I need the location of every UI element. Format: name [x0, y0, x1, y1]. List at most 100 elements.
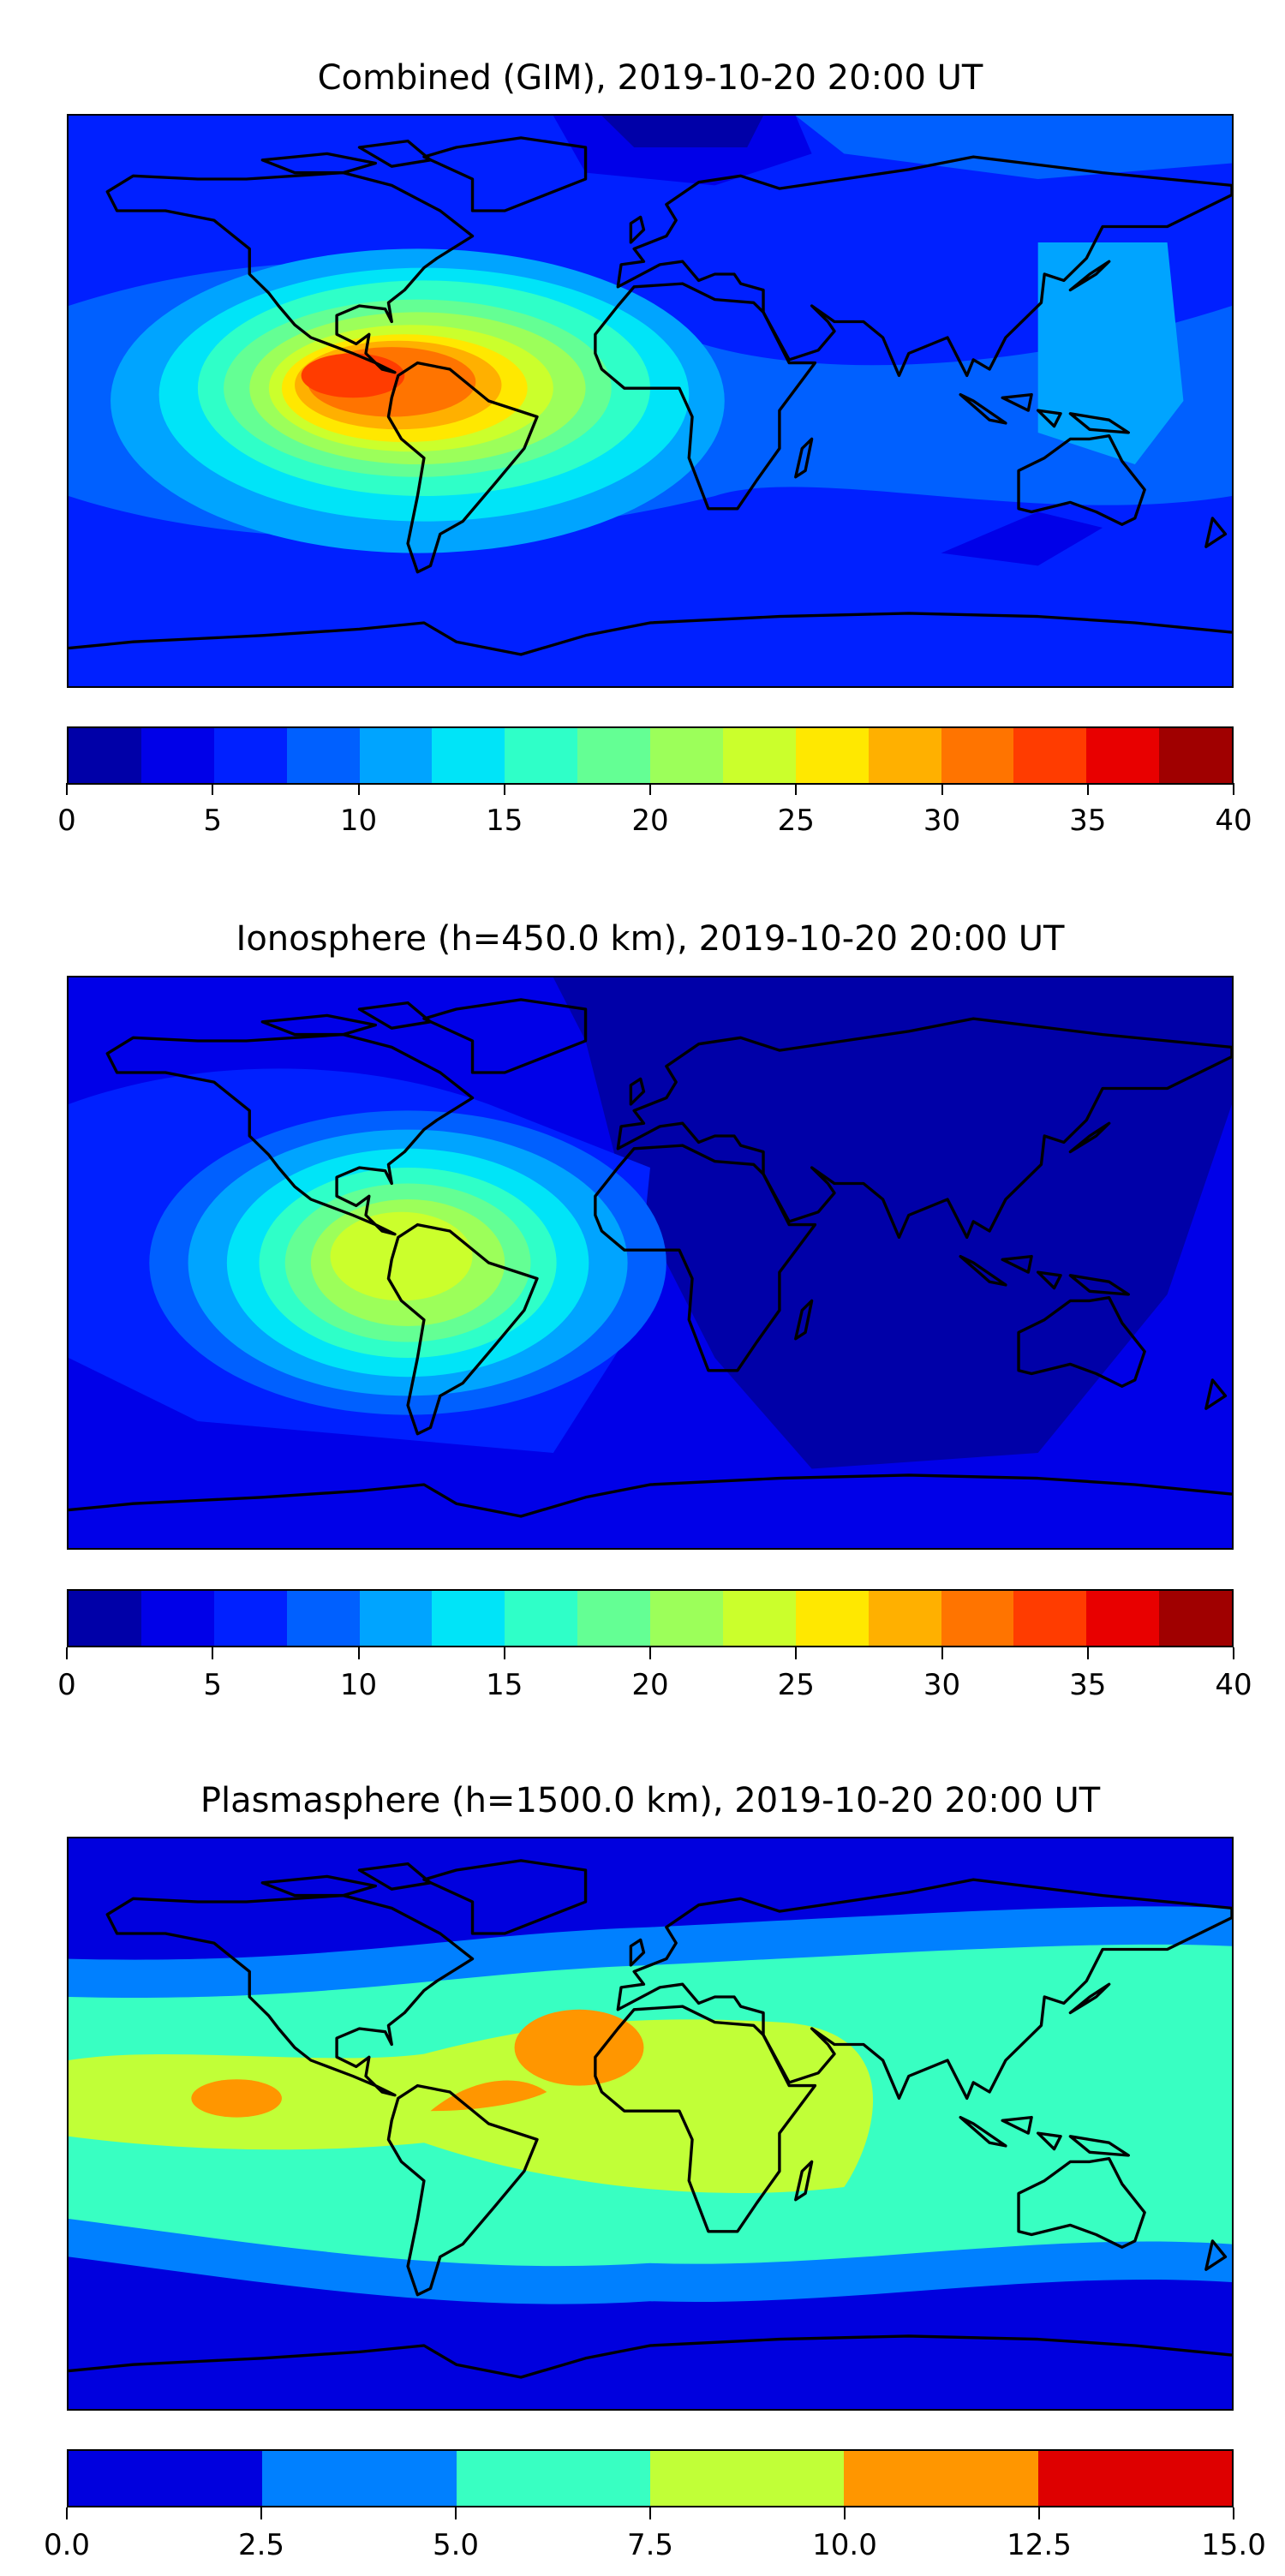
colorbar-tick-mark — [1233, 2507, 1234, 2519]
colorbar-segment — [650, 728, 723, 783]
colorbar-tick-mark — [357, 1647, 360, 1659]
colorbar-tick-label: 2.5 — [237, 2528, 285, 2562]
colorbar-tick-label: 35 — [1069, 1668, 1107, 1702]
colorbar-tick-mark — [503, 783, 505, 795]
colorbar-segment — [262, 2451, 457, 2506]
colorbar-tick-mark — [649, 1647, 651, 1659]
colorbar-tick-mark — [649, 783, 651, 795]
colorbar-tick-label: 10 — [339, 804, 378, 838]
colorbar-tick-label: 25 — [777, 804, 815, 838]
panel-title-plasmasphere: Plasmasphere (h=1500.0 km), 2019-10-20 2… — [200, 1781, 1101, 1820]
colorbar-segment — [359, 728, 433, 783]
colorbar-segment — [795, 728, 869, 783]
colorbar-tick-label: 5 — [203, 1668, 223, 1702]
colorbar-tick-mark — [1086, 783, 1089, 795]
colorbar-tick-label: 40 — [1215, 804, 1252, 838]
colorbar-segment — [1037, 2451, 1232, 2506]
colorbar-segment — [140, 728, 214, 783]
colorbar-segment — [577, 728, 650, 783]
panel-title-combined: Combined (GIM), 2019-10-20 20:00 UT — [317, 58, 983, 98]
colorbar-combined — [67, 726, 1234, 785]
colorbar-tick-label: 30 — [923, 804, 961, 838]
colorbar-tick-label: 30 — [923, 1668, 961, 1702]
colorbar-segment — [722, 728, 796, 783]
colorbar-segment — [577, 1591, 650, 1646]
colorbar-tick-mark — [941, 1647, 943, 1659]
colorbar-segment — [941, 1591, 1014, 1646]
colorbar-tick-mark — [843, 2507, 846, 2519]
colorbar-ionosphere — [67, 1589, 1234, 1647]
colorbar-segment — [69, 728, 141, 783]
colorbar-segment — [1086, 1591, 1160, 1646]
field-lowest — [601, 116, 764, 147]
colorbar-segment — [213, 728, 287, 783]
colorbar-tick-mark — [212, 1647, 214, 1659]
colorbar-segment — [505, 728, 578, 783]
colorbar-segment — [456, 2451, 650, 2506]
colorbar-tick-mark — [357, 783, 360, 795]
colorbar-tick-mark — [212, 783, 214, 795]
colorbar-tick-label: 35 — [1069, 804, 1107, 838]
colorbar-tick-label: 15 — [486, 1668, 523, 1702]
colorbar-tick-label: 0 — [57, 1668, 76, 1702]
colorbar-tick-label: 25 — [777, 1668, 815, 1702]
colorbar-segment — [649, 2451, 845, 2506]
colorbar-tick-mark — [1038, 2507, 1040, 2519]
colorbar-tick-mark — [66, 1647, 68, 1659]
colorbar-segment — [140, 1591, 214, 1646]
colorbar-tick-label: 0 — [57, 804, 76, 838]
colorbar-tick-mark — [66, 783, 68, 795]
colorbar-tick-mark — [941, 783, 943, 795]
colorbar-segment — [844, 2451, 1038, 2506]
colorbar-segment — [650, 1591, 723, 1646]
colorbar-tick-mark — [503, 1647, 505, 1659]
colorbar-tick-label: 12.5 — [1007, 2528, 1072, 2562]
colorbar-segment — [432, 1591, 505, 1646]
colorbar-segment — [1086, 728, 1160, 783]
colorbar-ticks-ionosphere: 0 5 10 15 20 25 30 35 40 — [57, 1647, 1252, 1716]
colorbar-tick-mark — [795, 1647, 798, 1659]
map-plasmasphere — [67, 1837, 1234, 2411]
colorbar-tick-label: 40 — [1215, 1668, 1252, 1702]
colorbar-segment — [505, 1591, 578, 1646]
colorbar-ticks-combined: 0 5 10 15 20 25 30 35 40 — [57, 783, 1252, 852]
colorbar-tick-label: 7.5 — [626, 2528, 674, 2562]
colorbar-segment — [1159, 1591, 1232, 1646]
map-combined — [67, 114, 1234, 688]
colorbar-segment — [795, 1591, 869, 1646]
colorbar-segment — [722, 1591, 796, 1646]
colorbar-tick-label: 20 — [631, 804, 669, 838]
colorbar-tick-label: 0.0 — [43, 2528, 91, 2562]
colorbar-segment — [359, 1591, 433, 1646]
colorbar-tick-label: 20 — [631, 1668, 669, 1702]
colorbar-segment — [432, 728, 505, 783]
colorbar-segment — [213, 1591, 287, 1646]
colorbar-tick-label: 5.0 — [432, 2528, 480, 2562]
colorbar-tick-mark — [1086, 1647, 1089, 1659]
colorbar-ticks-plasmasphere: 0.0 2.5 5.0 7.5 10.0 12.5 15.0 — [44, 2507, 1266, 2576]
colorbar-segment — [941, 728, 1014, 783]
colorbar-segment — [69, 1591, 141, 1646]
panel-title-ionosphere: Ionosphere (h=450.0 km), 2019-10-20 20:0… — [236, 919, 1065, 959]
colorbar-tick-mark — [649, 2507, 651, 2519]
colorbar-tick-mark — [795, 783, 798, 795]
colorbar-tick-label: 15 — [486, 804, 523, 838]
colorbar-plasmasphere — [67, 2449, 1234, 2507]
colorbar-segment — [1013, 1591, 1087, 1646]
colorbar-segment — [868, 728, 941, 783]
colorbar-segment — [286, 728, 360, 783]
colorbar-tick-label: 10.0 — [812, 2528, 877, 2562]
map-ionosphere — [67, 976, 1234, 1550]
colorbar-tick-mark — [1233, 783, 1234, 795]
colorbar-segment — [286, 1591, 360, 1646]
colorbar-tick-mark — [454, 2507, 457, 2519]
colorbar-tick-mark — [1233, 1647, 1234, 1659]
colorbar-tick-label: 15.0 — [1201, 2528, 1266, 2562]
colorbar-segment — [1159, 728, 1232, 783]
colorbar-tick-label: 5 — [203, 804, 223, 838]
colorbar-segment — [1013, 728, 1087, 783]
colorbar-tick-mark — [260, 2507, 262, 2519]
colorbar-segment — [868, 1591, 941, 1646]
colorbar-tick-mark — [66, 2507, 68, 2519]
colorbar-segment — [69, 2451, 263, 2506]
